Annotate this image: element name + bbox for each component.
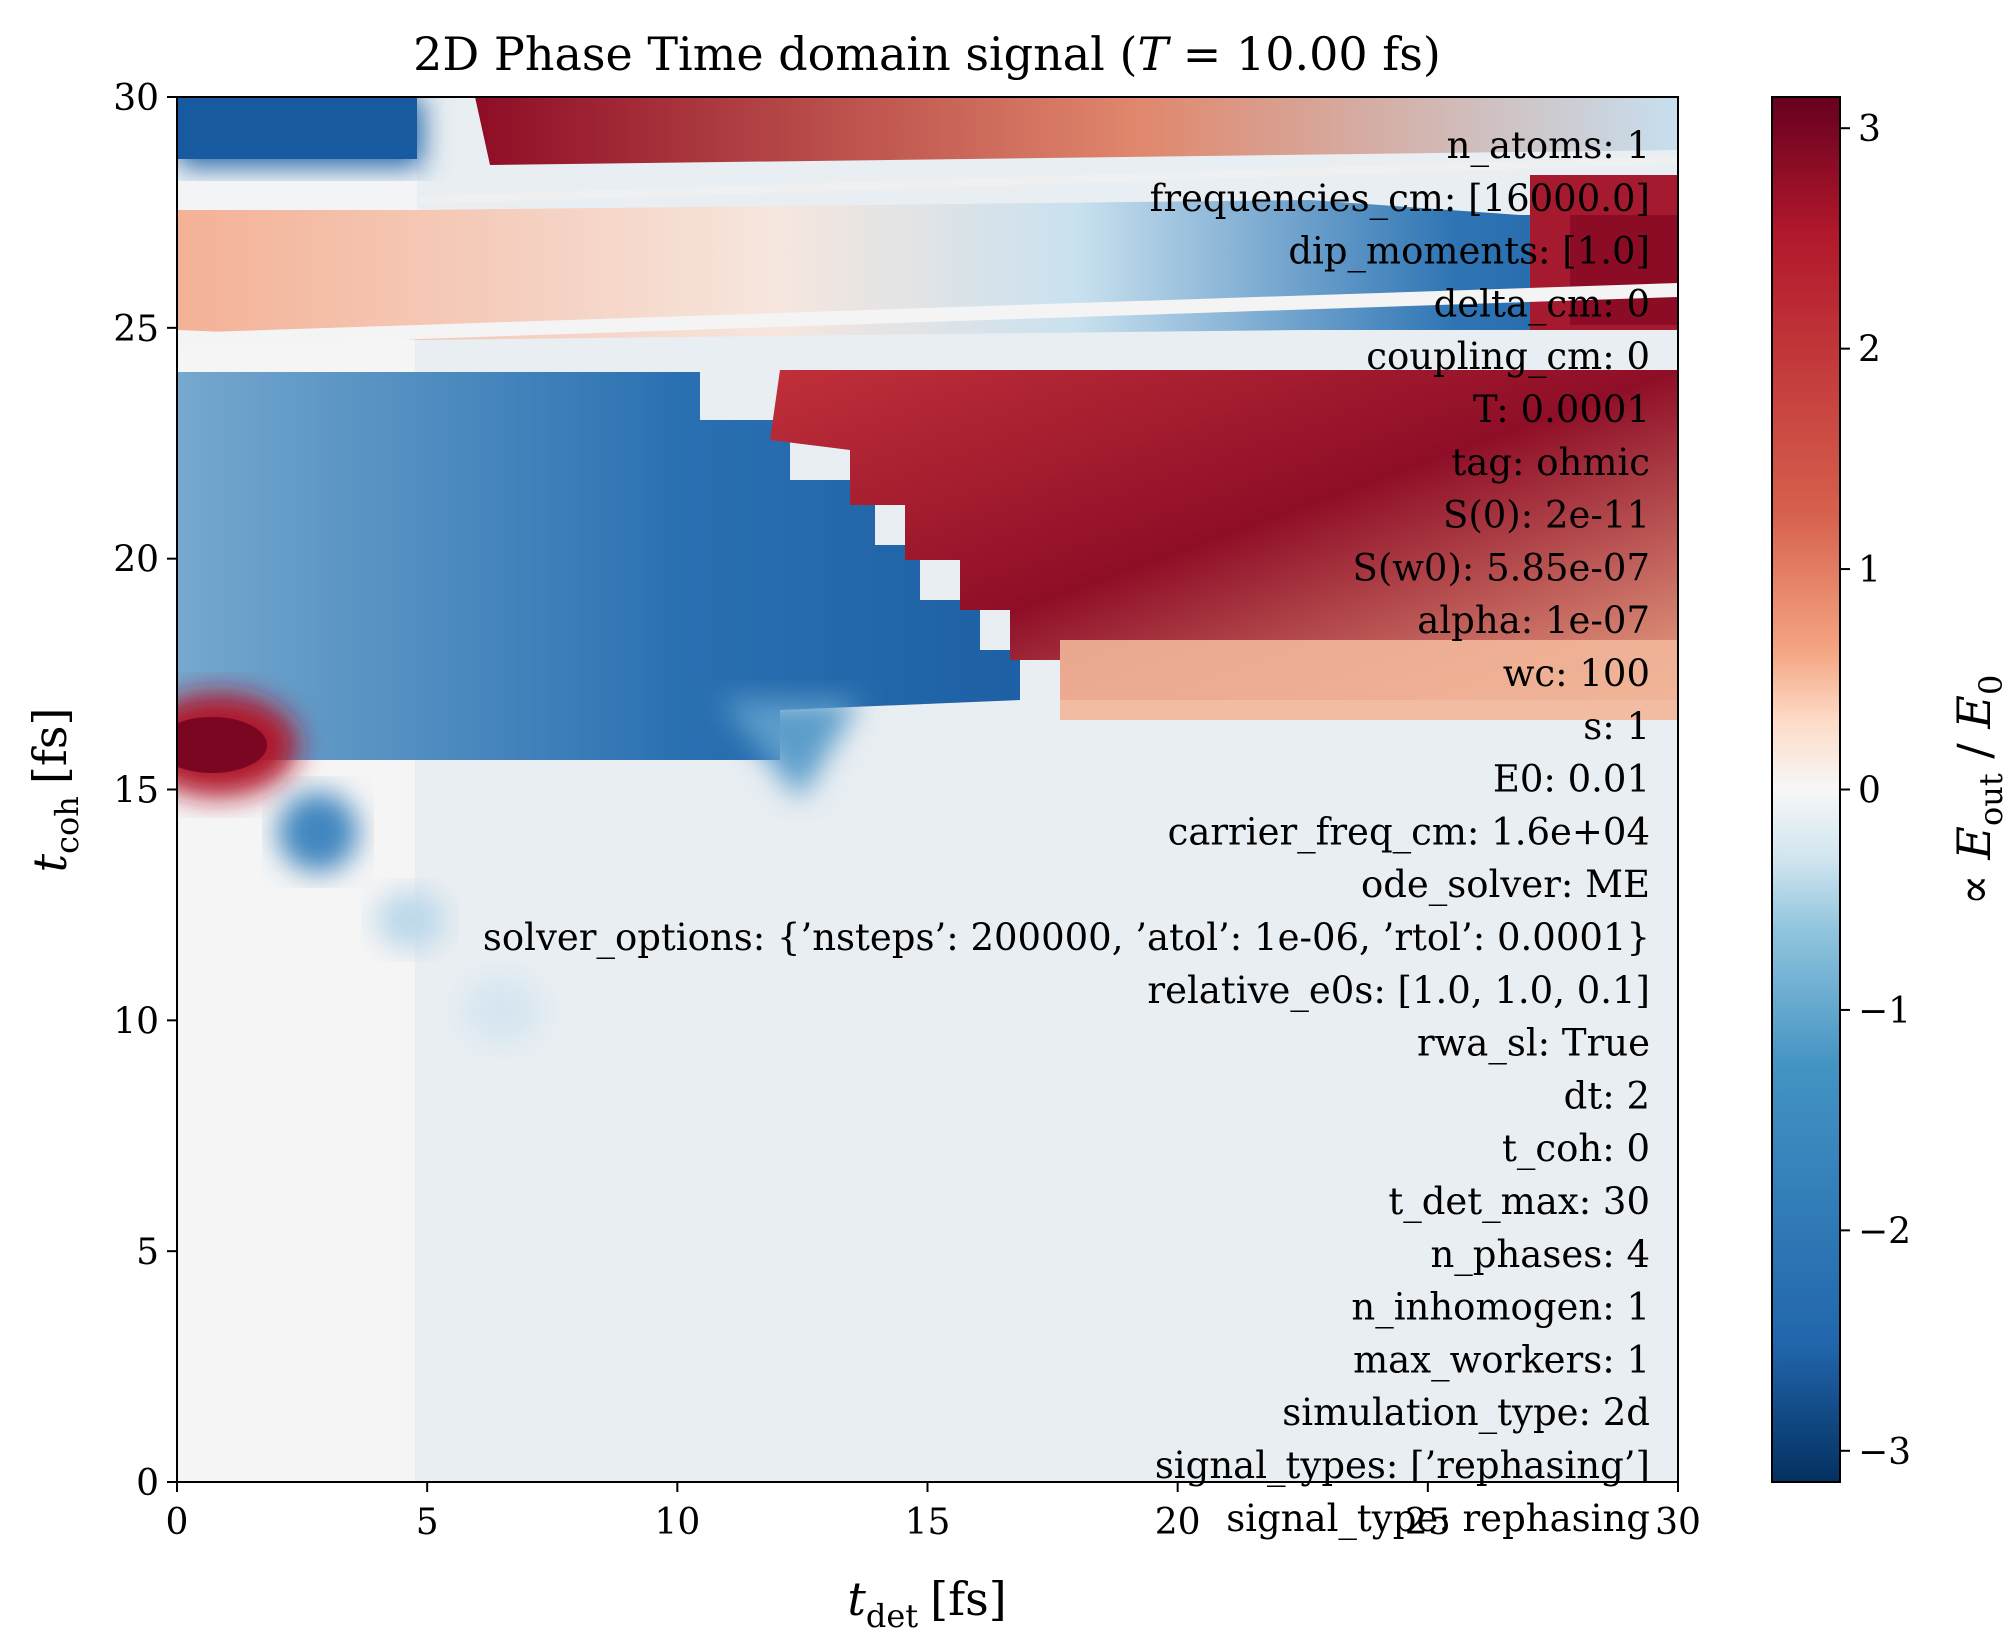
- chart-title: 2D Phase Time domain signal (T = 10.00 f…: [413, 27, 1441, 81]
- annotation-line: carrier_freq_cm: 1.6e+04: [1168, 810, 1650, 854]
- annotation-line: wc: 100: [1503, 652, 1650, 695]
- annotation-line: dip_moments: [1.0]: [1288, 230, 1650, 274]
- annotation-line: n_atoms: 1: [1447, 124, 1650, 168]
- annotation-line: S(w0): 5.85e-07: [1352, 546, 1650, 589]
- x-axis-label: tdet [fs]: [847, 1572, 1006, 1635]
- annotation-line: ode_solver: ME: [1361, 863, 1650, 907]
- colorbar-tick-label: −2: [1858, 1211, 1911, 1252]
- colorbar-tick-label: −1: [1858, 991, 1911, 1032]
- colorbar-tick-label: 1: [1858, 550, 1881, 591]
- x-tick-label: 5: [416, 1502, 439, 1543]
- y-tick-label: 30: [113, 78, 159, 119]
- x-tick-label: 20: [1155, 1502, 1201, 1543]
- annotation-line: frequencies_cm: [16000.0]: [1150, 177, 1650, 221]
- x-tick-label: 25: [1405, 1502, 1451, 1543]
- y-tick-label: 5: [136, 1232, 159, 1273]
- y-tick-label: 15: [113, 771, 159, 812]
- heatmap-image: [177, 97, 1678, 1482]
- annotation-line: simulation_type: 2d: [1282, 1391, 1650, 1435]
- y-tick-label: 0: [136, 1463, 159, 1504]
- annotation-line: relative_e0s: [1.0, 1.0, 0.1]: [1147, 969, 1650, 1013]
- x-tick-label: 30: [1655, 1502, 1701, 1543]
- annotation-line: n_phases: 4: [1430, 1233, 1650, 1277]
- annotation-line: solver_options: {’nsteps’: 200000, ’atol…: [483, 916, 1650, 960]
- annotation-line: coupling_cm: 0: [1366, 335, 1650, 379]
- colorbar-label: ∝ Eout / E0: [1947, 675, 2010, 906]
- y-axis-label: tcoh[fs]: [23, 708, 86, 873]
- x-axis-ticks: 0 5 10 15 20 25 30: [166, 1482, 1701, 1543]
- colorbar-tick-label: 3: [1858, 109, 1881, 150]
- annotation-line: t_det_max: 30: [1388, 1180, 1650, 1224]
- colorbar: [1771, 96, 1841, 1483]
- annotation-line: T: 0.0001: [1473, 388, 1650, 431]
- annotation-line: s: 1: [1583, 705, 1650, 748]
- colorbar-tick-label: −3: [1858, 1432, 1911, 1473]
- annotation-line: delta_cm: 0: [1434, 282, 1650, 326]
- y-tick-label: 10: [113, 1001, 159, 1042]
- annotation-line: signal_type: rephasing: [1226, 1497, 1650, 1541]
- parameter-annotations: n_atoms: 1 frequencies_cm: [16000.0] dip_m…: [483, 124, 1650, 1541]
- annotation-line: signal_types: [’rephasing’]: [1155, 1444, 1650, 1488]
- colorbar-ticks: −3 −2 −1 0 1 2 3: [1840, 109, 1911, 1473]
- annotation-line: alpha: 1e-07: [1417, 599, 1650, 642]
- annotation-line: dt: 2: [1564, 1074, 1650, 1117]
- annotation-line: rwa_sl: True: [1417, 1022, 1650, 1066]
- y-tick-label: 20: [113, 540, 159, 581]
- x-tick-label: 0: [166, 1502, 189, 1543]
- x-tick-label: 10: [654, 1502, 700, 1543]
- colorbar-tick-label: 2: [1858, 330, 1881, 371]
- y-axis-ticks: 0 5 10 15 20 25 30: [113, 78, 177, 1504]
- x-tick-label: 15: [905, 1502, 951, 1543]
- annotation-line: max_workers: 1: [1353, 1338, 1650, 1382]
- annotation-line: n_inhomogen: 1: [1351, 1286, 1650, 1330]
- annotation-line: S(0): 2e-11: [1443, 494, 1650, 537]
- annotation-line: E0: 0.01: [1493, 758, 1650, 801]
- y-tick-label: 25: [113, 309, 159, 350]
- annotation-line: tag: ohmic: [1451, 441, 1650, 484]
- annotation-line: t_coh: 0: [1502, 1127, 1650, 1171]
- colorbar-tick-label: 0: [1858, 771, 1881, 812]
